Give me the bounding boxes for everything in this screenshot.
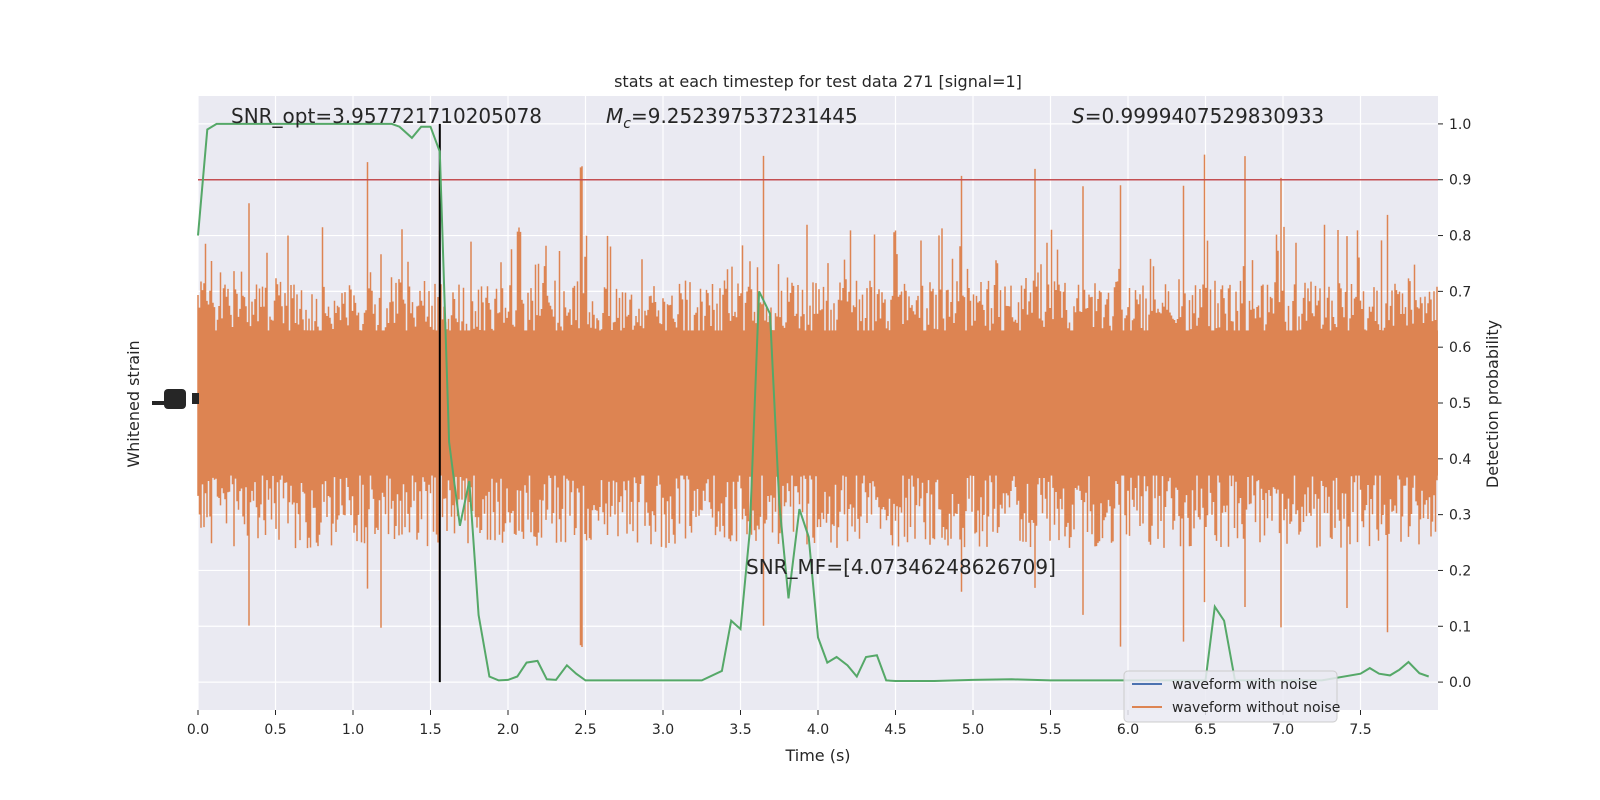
x-tick-label: 3.0 [652, 722, 674, 738]
y-tick-label: 0.9 [1449, 173, 1471, 189]
snr-opt-annotation: SNR_opt=3.957721710205078 [231, 104, 542, 128]
y-tick-label: 0.3 [1449, 508, 1471, 524]
y-axis-right-ticks: 0.0 0.1 0.2 0.3 0.4 0.5 0.6 0.7 0.8 0.9 1.0 [1438, 117, 1471, 691]
y-tick-label: 0.6 [1449, 340, 1471, 356]
waveform-without-noise-series [197, 154, 1438, 647]
x-tick-label: 6.5 [1194, 722, 1216, 738]
x-axis-ticks: 0.0 0.5 1.0 1.5 2.0 2.5 3.0 3.5 4.0 4.5 5.0 5.5 6.0 6… [187, 710, 1372, 738]
x-tick-label: 1.0 [342, 722, 364, 738]
y-tick-label: 0.4 [1449, 452, 1471, 468]
y-tick-label: 0.5 [1449, 396, 1471, 412]
x-axis-label: Time (s) [784, 746, 850, 765]
x-tick-label: 0.0 [187, 722, 209, 738]
detection-probability-line [197, 122, 1430, 682]
x-tick-label: 3.5 [729, 722, 751, 738]
x-tick-label: 5.5 [1039, 722, 1061, 738]
legend-label-waveform-without-noise: waveform without noise [1172, 700, 1340, 716]
snr-mf-annotation: SNR_MF=[4.07346248626709] [746, 555, 1056, 579]
legend-label-waveform-with-noise: waveform with noise [1172, 677, 1317, 693]
x-tick-label: 2.5 [574, 722, 596, 738]
x-tick-label: 5.0 [962, 722, 984, 738]
y-axis-left-label: Whitened strain [124, 340, 143, 467]
y-tick-label: 0.8 [1449, 229, 1471, 245]
y-tick-label: 0.1 [1449, 619, 1471, 635]
y-axis-right-label: Detection probability [1483, 320, 1502, 488]
chart-title: stats at each timestep for test data 271… [614, 72, 1022, 91]
x-tick-label: 4.5 [884, 722, 906, 738]
x-tick-label: 7.0 [1272, 722, 1294, 738]
legend: waveform with noise waveform without noi… [1123, 670, 1340, 723]
y-tick-label: 0.2 [1449, 563, 1471, 579]
x-tick-label: 7.5 [1349, 722, 1371, 738]
y-tick-label: 1.0 [1449, 117, 1471, 133]
x-tick-label: 0.5 [264, 722, 286, 738]
legend-box [1123, 670, 1338, 723]
x-tick-label: 4.0 [807, 722, 829, 738]
y-tick-label: 0.7 [1449, 284, 1471, 300]
x-tick-label: 6.0 [1117, 722, 1139, 738]
s-annotation: S=0.9999407529830933 [1072, 104, 1324, 128]
chirp-mass-annotation: Mc=9.252397537231445 [606, 104, 858, 132]
left-axis-overlapping-ticks [152, 389, 199, 409]
y-tick-label: 0.0 [1449, 675, 1471, 691]
x-tick-label: 2.0 [497, 722, 519, 738]
x-tick-label: 1.5 [419, 722, 441, 738]
